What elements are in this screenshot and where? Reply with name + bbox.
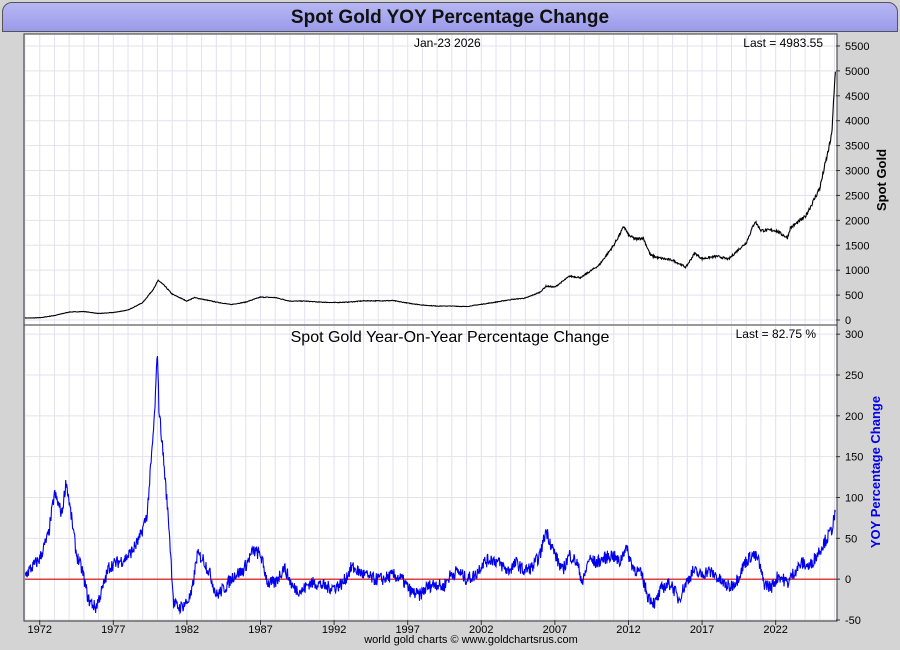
- price-last-label: Last = 4983.55: [743, 36, 823, 50]
- price-ytick-label: 1000: [845, 265, 869, 277]
- price-ytick-label: 5000: [845, 66, 869, 78]
- grid: [24, 35, 836, 621]
- price-ylabel: Spot Gold: [874, 149, 889, 211]
- yoy-ytick-label: 100: [845, 493, 863, 505]
- xtick-label: 2022: [763, 624, 787, 636]
- price-ytick-label: 0: [845, 315, 851, 327]
- yoy-ytick-label: -50: [845, 615, 861, 627]
- yoy-panel-title: Spot Gold Year-On-Year Percentage Change: [291, 329, 610, 346]
- price-ytick-label: 3500: [845, 141, 869, 153]
- xtick-label: 1982: [175, 624, 199, 636]
- series-group: [24, 71, 836, 615]
- axis-labels: 0500100015002000250030003500400045005000…: [27, 41, 869, 636]
- yoy-last-label: Last = 82.75 %: [736, 327, 817, 341]
- xtick-label: 1987: [248, 624, 272, 636]
- price-ytick-label: 5500: [845, 41, 869, 53]
- yoy-ytick-label: 250: [845, 370, 863, 382]
- price-ytick-label: 3000: [845, 166, 869, 178]
- xtick-label: 2007: [543, 624, 567, 636]
- price-ytick-label: 2500: [845, 190, 869, 202]
- xtick-label: 1997: [395, 624, 419, 636]
- price-ytick-label: 1500: [845, 240, 869, 252]
- yoy-ytick-label: 150: [845, 452, 863, 464]
- price-ytick-label: 500: [845, 290, 863, 302]
- page-title: Spot Gold YOY Percentage Change: [2, 2, 898, 32]
- price-ytick-label: 2000: [845, 215, 869, 227]
- xtick-label: 2002: [469, 624, 493, 636]
- yoy-ytick-label: 300: [845, 329, 863, 341]
- price-series-line: [24, 71, 836, 319]
- xtick-label: 2017: [690, 624, 714, 636]
- price-date-label: Jan-23 2026: [414, 36, 481, 50]
- xtick-label: 2012: [616, 624, 640, 636]
- footer-credit: world gold charts © www.goldchartsrus.co…: [363, 634, 578, 646]
- price-panel: [23, 33, 838, 326]
- yoy-series-line: [24, 355, 836, 615]
- yoy-ytick-label: 0: [845, 574, 851, 586]
- xtick-label: 1992: [322, 624, 346, 636]
- yoy-ylabel: YOY Percentage Change: [868, 396, 883, 548]
- price-ytick-label: 4500: [845, 91, 869, 103]
- yoy-panel: [23, 324, 838, 622]
- xtick-label: 1972: [27, 624, 51, 636]
- xtick-label: 1977: [101, 624, 125, 636]
- yoy-ytick-label: 50: [845, 533, 857, 545]
- yoy-ytick-label: 200: [845, 411, 863, 423]
- price-ytick-label: 4000: [845, 116, 869, 128]
